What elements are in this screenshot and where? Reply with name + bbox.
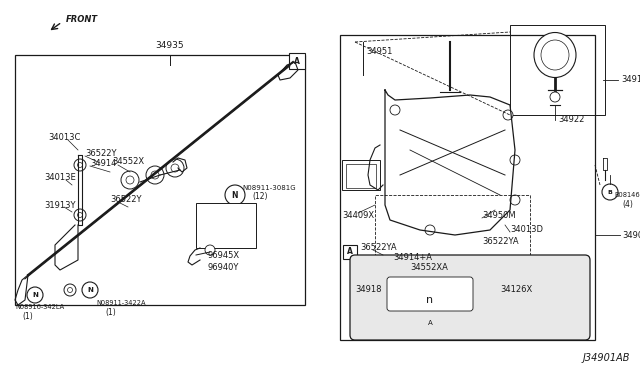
Circle shape: [602, 184, 618, 200]
Text: N08911-3422A: N08911-3422A: [96, 300, 145, 306]
Text: B08146-6205G: B08146-6205G: [614, 192, 640, 198]
Text: 34914+A: 34914+A: [393, 253, 432, 263]
Text: 34922: 34922: [558, 115, 584, 125]
Text: 34126X: 34126X: [500, 285, 532, 295]
Text: 96940Y: 96940Y: [207, 263, 238, 273]
FancyBboxPatch shape: [387, 277, 473, 311]
Bar: [15, 55, 305, 305]
Text: B: B: [607, 189, 612, 195]
FancyBboxPatch shape: [350, 255, 590, 340]
Circle shape: [146, 166, 164, 184]
Circle shape: [510, 195, 520, 205]
Text: A: A: [428, 320, 433, 326]
Circle shape: [225, 185, 245, 205]
Text: N: N: [87, 287, 93, 293]
Circle shape: [77, 163, 83, 167]
Text: n: n: [426, 295, 433, 305]
Text: 96945X: 96945X: [207, 250, 239, 260]
Text: 34013C: 34013C: [48, 134, 81, 142]
Circle shape: [166, 159, 184, 177]
Text: 34910: 34910: [621, 76, 640, 84]
Circle shape: [510, 155, 520, 165]
FancyBboxPatch shape: [289, 53, 305, 69]
Text: 36522YA: 36522YA: [360, 243, 397, 251]
Circle shape: [151, 171, 159, 179]
Text: A: A: [347, 247, 353, 257]
Text: 34918: 34918: [355, 285, 381, 295]
Text: 31913Y: 31913Y: [44, 201, 76, 209]
Text: (4): (4): [622, 201, 633, 209]
Text: J34901AB: J34901AB: [582, 353, 630, 363]
Bar: [196, 203, 256, 248]
Bar: [375, 195, 530, 255]
Text: 34552X: 34552X: [112, 157, 144, 167]
Bar: [342, 160, 380, 190]
Text: 34013E: 34013E: [44, 173, 76, 183]
Circle shape: [171, 164, 179, 172]
Text: 34950M: 34950M: [482, 211, 516, 219]
Text: 34951: 34951: [366, 48, 392, 57]
Circle shape: [64, 284, 76, 296]
Text: (1): (1): [22, 311, 33, 321]
Text: N08916-342LA: N08916-342LA: [15, 304, 64, 310]
Circle shape: [27, 287, 43, 303]
FancyBboxPatch shape: [343, 245, 357, 259]
Text: 36522YA: 36522YA: [482, 237, 518, 247]
Bar: [340, 35, 595, 340]
Text: 36522Y: 36522Y: [85, 148, 116, 157]
Circle shape: [205, 245, 215, 255]
Circle shape: [550, 92, 560, 102]
Circle shape: [77, 212, 83, 218]
Ellipse shape: [534, 32, 576, 77]
Text: 34935: 34935: [156, 41, 184, 50]
Circle shape: [67, 288, 72, 292]
Circle shape: [126, 176, 134, 184]
Text: 34902: 34902: [622, 231, 640, 240]
Text: 36522Y: 36522Y: [110, 196, 141, 205]
Text: FRONT: FRONT: [66, 15, 98, 23]
Text: 34914: 34914: [90, 158, 116, 167]
Text: (1): (1): [105, 308, 116, 317]
Text: 34409X: 34409X: [342, 211, 374, 219]
Text: 34013D: 34013D: [510, 225, 543, 234]
Bar: [346, 164, 376, 188]
Circle shape: [425, 225, 435, 235]
Circle shape: [503, 110, 513, 120]
Bar: [510, 25, 605, 115]
Circle shape: [74, 159, 86, 171]
Circle shape: [82, 282, 98, 298]
Text: N08911-3081G: N08911-3081G: [242, 185, 296, 191]
Circle shape: [74, 209, 86, 221]
Text: (12): (12): [252, 192, 268, 202]
Text: 34552XA: 34552XA: [410, 263, 448, 273]
Circle shape: [390, 105, 400, 115]
Text: A: A: [294, 57, 300, 65]
Text: N: N: [32, 292, 38, 298]
Circle shape: [121, 171, 139, 189]
Text: N: N: [232, 190, 238, 199]
